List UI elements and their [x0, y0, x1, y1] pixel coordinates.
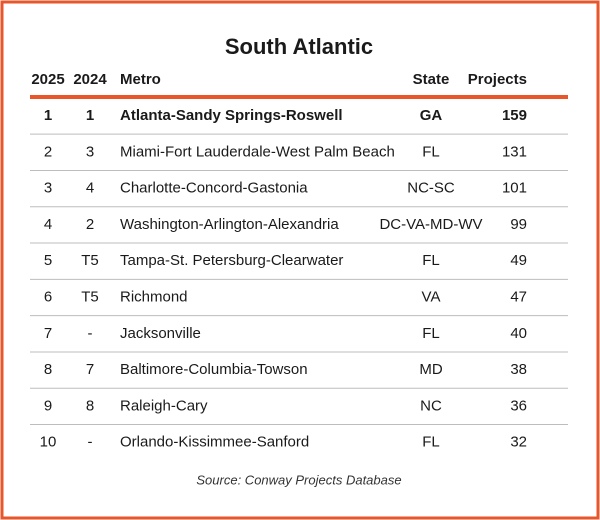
column-header: 2024 [73, 71, 107, 88]
table-cell: 8 [86, 397, 94, 414]
table-cell: Atlanta-Sandy Springs-Roswell [120, 107, 343, 124]
table-cell: 159 [502, 107, 527, 124]
table-cell: 1 [44, 107, 52, 124]
table-cell: 7 [44, 325, 52, 342]
table-cell: 99 [510, 216, 527, 233]
table-cell: 36 [510, 397, 527, 414]
table-cell: GA [420, 107, 443, 124]
column-header: 2025 [31, 71, 64, 88]
table-cell: 4 [44, 216, 52, 233]
table-cell: Orlando-Kissimmee-Sanford [120, 434, 309, 451]
table-cell: FL [422, 434, 440, 451]
table-cell: 101 [502, 180, 527, 197]
table-cell: 5 [44, 252, 52, 269]
table-cell: Charlotte-Concord-Gastonia [120, 180, 308, 197]
table-cell: T5 [81, 252, 99, 269]
table-cell: FL [422, 143, 440, 160]
table-cell: DC-VA-MD-WV [379, 216, 482, 233]
table-cell: NC [420, 397, 442, 414]
table-cell: Richmond [120, 288, 188, 305]
table-cell: - [88, 325, 93, 342]
table-cell: 49 [510, 252, 527, 269]
table-cell: 1 [86, 107, 94, 124]
source-note: Source: Conway Projects Database [196, 472, 401, 487]
table-cell: NC-SC [407, 180, 455, 197]
table-cell: 40 [510, 325, 527, 342]
table-cell: 2 [44, 143, 52, 160]
table-cell: 6 [44, 288, 52, 305]
table-cell: - [88, 434, 93, 451]
table-cell: T5 [81, 288, 99, 305]
table-cell: Raleigh-Cary [120, 397, 208, 414]
table-cell: Jacksonville [120, 325, 201, 342]
column-header: State [413, 71, 450, 88]
table-cell: 7 [86, 361, 94, 378]
table-title: South Atlantic [225, 34, 373, 59]
table-cell: FL [422, 252, 440, 269]
table-cell: 9 [44, 397, 52, 414]
table-cell: 3 [44, 180, 52, 197]
table-cell: 32 [510, 434, 527, 451]
table-cell: 131 [502, 143, 527, 160]
table-cell: MD [419, 361, 442, 378]
table-cell: 4 [86, 180, 94, 197]
table-cell: FL [422, 325, 440, 342]
table-cell: Miami-Fort Lauderdale-West Palm Beach [120, 143, 395, 160]
table-cell: 10 [40, 434, 57, 451]
table-cell: VA [422, 288, 441, 305]
table-cell: 8 [44, 361, 52, 378]
table-cell: 3 [86, 143, 94, 160]
table-cell: 47 [510, 288, 527, 305]
table-cell: Washington-Arlington-Alexandria [120, 216, 339, 233]
column-header: Projects [468, 71, 527, 88]
table-cell: 2 [86, 216, 94, 233]
table-cell: Tampa-St. Petersburg-Clearwater [120, 252, 343, 269]
table-cell: Baltimore-Columbia-Towson [120, 361, 308, 378]
table-cell: 38 [510, 361, 527, 378]
column-header: Metro [120, 71, 161, 88]
